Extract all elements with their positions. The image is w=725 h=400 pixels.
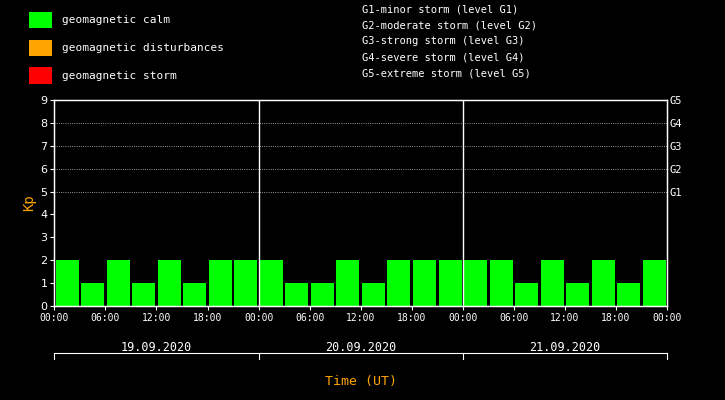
Bar: [107, 260, 130, 306]
Bar: [29, 12, 52, 28]
Text: G1-minor storm (level G1): G1-minor storm (level G1): [362, 4, 519, 14]
Bar: [260, 260, 283, 306]
Bar: [464, 260, 487, 306]
Bar: [183, 283, 206, 306]
Bar: [56, 260, 78, 306]
Text: G2-moderate storm (level G2): G2-moderate storm (level G2): [362, 20, 537, 30]
Bar: [132, 283, 155, 306]
Bar: [413, 260, 436, 306]
Bar: [158, 260, 181, 306]
Bar: [81, 283, 104, 306]
Text: G4-severe storm (level G4): G4-severe storm (level G4): [362, 53, 525, 63]
Text: Time (UT): Time (UT): [325, 375, 397, 388]
Bar: [541, 260, 563, 306]
Text: 20.09.2020: 20.09.2020: [325, 342, 397, 354]
Bar: [643, 260, 666, 306]
Bar: [234, 260, 257, 306]
Text: geomagnetic disturbances: geomagnetic disturbances: [62, 43, 223, 53]
Bar: [362, 283, 385, 306]
Bar: [566, 283, 589, 306]
Text: 19.09.2020: 19.09.2020: [121, 342, 192, 354]
Bar: [592, 260, 615, 306]
Bar: [489, 260, 513, 306]
Bar: [29, 40, 52, 56]
Bar: [617, 283, 640, 306]
Text: G3-strong storm (level G3): G3-strong storm (level G3): [362, 36, 525, 46]
Bar: [387, 260, 410, 306]
Bar: [515, 283, 538, 306]
Bar: [439, 260, 462, 306]
Text: 21.09.2020: 21.09.2020: [529, 342, 600, 354]
Bar: [286, 283, 308, 306]
Text: geomagnetic calm: geomagnetic calm: [62, 15, 170, 25]
Y-axis label: Kp: Kp: [22, 195, 36, 211]
Bar: [336, 260, 360, 306]
Bar: [311, 283, 334, 306]
Text: G5-extreme storm (level G5): G5-extreme storm (level G5): [362, 69, 531, 79]
Bar: [209, 260, 232, 306]
Bar: [29, 68, 52, 84]
Text: geomagnetic storm: geomagnetic storm: [62, 70, 176, 81]
